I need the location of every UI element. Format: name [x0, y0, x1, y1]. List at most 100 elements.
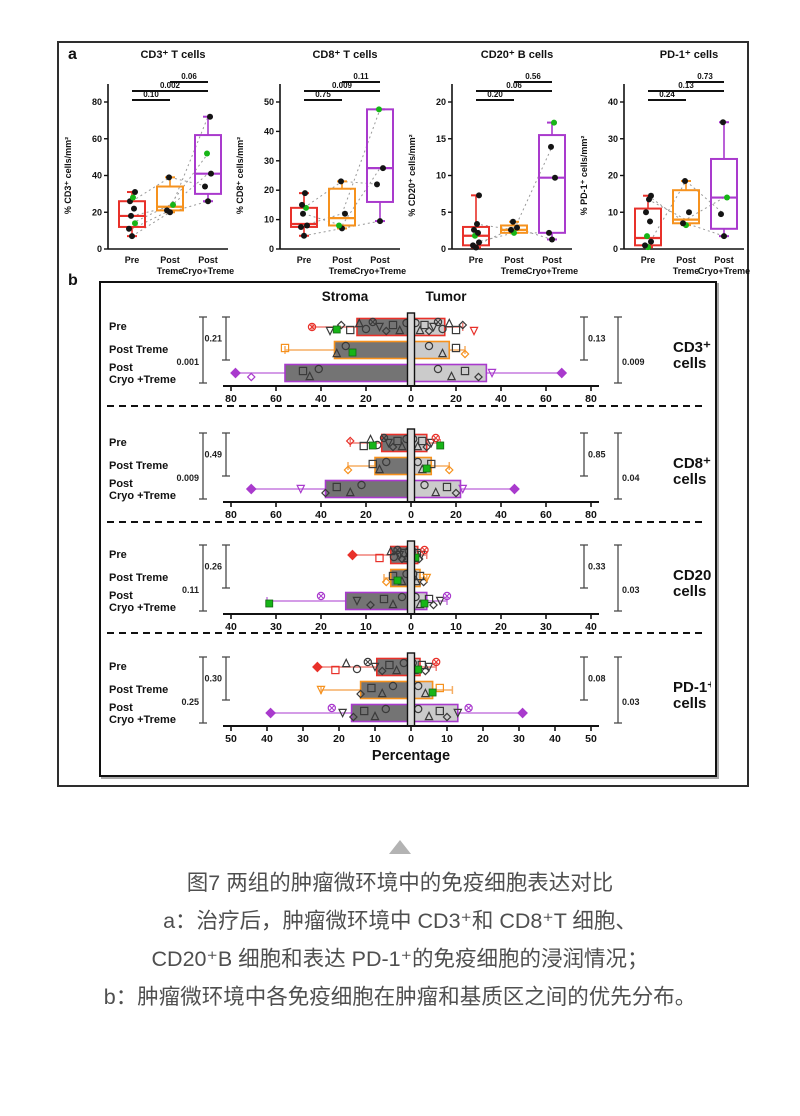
caption-line-2: a：治疗后，肿瘤微环境中 CD3⁺和 CD8⁺T 细胞、 [163, 909, 637, 933]
svg-text:Post: Post [542, 255, 562, 265]
svg-text:10: 10 [369, 733, 381, 745]
svg-text:20: 20 [608, 171, 618, 181]
back-to-top-icon[interactable] [389, 840, 411, 854]
svg-text:PD-1⁺ cells: PD-1⁺ cells [660, 49, 718, 61]
svg-text:Cryo +Treme: Cryo +Treme [109, 714, 176, 726]
svg-text:0.26: 0.26 [204, 562, 222, 572]
panel-b-bars: Stroma Tumor 80 60 40 20 0 20 40 60 80 Pre Post Trem… [101, 283, 720, 776]
svg-text:0.33: 0.33 [588, 562, 606, 572]
svg-text:0.04: 0.04 [622, 473, 640, 483]
svg-text:10: 10 [436, 171, 446, 181]
svg-text:CD20+: CD20+ [673, 567, 711, 584]
panel-a-label: a [68, 46, 77, 63]
figure-caption: 图7 两组的肿瘤微环境中的免疫细胞表达对比 a：治疗后，肿瘤微环境中 CD3⁺和… [0, 864, 800, 1016]
svg-text:0.20: 0.20 [487, 90, 503, 99]
svg-text:Treme: Treme [501, 266, 528, 276]
svg-text:Treme: Treme [673, 266, 700, 276]
panel-b-frame: Stroma Tumor 80 60 40 20 0 20 40 60 80 Pre Post Trem… [99, 281, 720, 777]
svg-text:60: 60 [540, 393, 552, 405]
svg-text:Cryo+Treme: Cryo+Treme [354, 266, 406, 276]
svg-text:0.49: 0.49 [204, 450, 222, 460]
svg-text:Pre: Pre [109, 661, 127, 673]
svg-text:PD-1⁺: PD-1⁺ [673, 679, 711, 696]
svg-text:Post Treme: Post Treme [109, 460, 168, 472]
svg-text:80: 80 [225, 393, 237, 405]
svg-text:Post: Post [109, 478, 133, 490]
svg-text:Cryo+Treme: Cryo+Treme [526, 266, 578, 276]
svg-text:40: 40 [315, 509, 327, 521]
svg-text:Post: Post [109, 702, 133, 714]
svg-text:40: 40 [549, 733, 561, 745]
svg-text:60: 60 [270, 393, 282, 405]
svg-text:0.002: 0.002 [160, 81, 181, 90]
svg-text:cells: cells [673, 583, 706, 600]
boxplot-3: 0 5 10 15 20 % CD20⁺ cells/mm² CD20⁺ B cells Pr… [407, 49, 578, 276]
svg-text:0.009: 0.009 [332, 81, 353, 90]
svg-text:% CD20⁺ cells/mm²: % CD20⁺ cells/mm² [407, 134, 417, 216]
svg-text:CD3⁺: CD3⁺ [673, 339, 711, 356]
svg-text:0.11: 0.11 [353, 72, 369, 81]
svg-text:Stroma: Stroma [322, 289, 369, 304]
boxplot-2: 0 10 20 30 40 50 % CD8⁺ cells/mm² CD8⁺ T cells P… [235, 49, 406, 276]
svg-text:10: 10 [264, 215, 274, 225]
svg-text:Pre: Pre [109, 549, 127, 561]
svg-text:% CD3⁺ cells/mm²: % CD3⁺ cells/mm² [63, 137, 73, 214]
boxplot-1: 0 20 40 60 80 % CD3⁺ cells/mm² CD3⁺ T cells Pre… [63, 49, 234, 276]
svg-text:10: 10 [441, 733, 453, 745]
svg-text:40: 40 [261, 733, 273, 745]
svg-text:15: 15 [436, 134, 446, 144]
svg-text:30: 30 [297, 733, 309, 745]
svg-text:Cryo+Treme: Cryo+Treme [182, 266, 234, 276]
boxplot-4: 0 10 20 30 40 % PD-1⁺ cells/mm² PD-1⁺ cells Pre… [579, 49, 750, 276]
svg-text:0: 0 [408, 733, 414, 745]
svg-text:0.009: 0.009 [176, 473, 199, 483]
svg-text:0: 0 [408, 509, 414, 521]
svg-text:40: 40 [608, 97, 618, 107]
svg-text:40: 40 [495, 509, 507, 521]
svg-text:40: 40 [585, 621, 597, 633]
svg-text:50: 50 [225, 733, 237, 745]
caption-line-1: 图7 两组的肿瘤微环境中的免疫细胞表达对比 [186, 871, 614, 895]
svg-text:20: 20 [315, 621, 327, 633]
svg-text:40: 40 [495, 393, 507, 405]
svg-text:Post: Post [198, 255, 218, 265]
svg-text:0.73: 0.73 [697, 72, 713, 81]
svg-text:80: 80 [92, 97, 102, 107]
svg-text:20: 20 [360, 509, 372, 521]
svg-text:Post: Post [109, 362, 133, 374]
svg-text:Cryo +Treme: Cryo +Treme [109, 602, 176, 614]
svg-text:Percentage: Percentage [372, 748, 450, 764]
svg-text:0.56: 0.56 [525, 72, 541, 81]
svg-text:50: 50 [264, 97, 274, 107]
svg-text:0: 0 [441, 244, 446, 254]
caption-line-3: CD20⁺B 细胞和表达 PD-1⁺的免疫细胞的浸润情况； [151, 947, 649, 971]
svg-text:40: 40 [315, 393, 327, 405]
svg-text:0.24: 0.24 [659, 90, 675, 99]
svg-text:30: 30 [270, 621, 282, 633]
svg-text:20: 20 [436, 97, 446, 107]
svg-text:% PD-1⁺ cells/mm²: % PD-1⁺ cells/mm² [579, 136, 589, 216]
svg-text:0.85: 0.85 [588, 450, 606, 460]
svg-text:CD8⁺ T cells: CD8⁺ T cells [312, 49, 377, 61]
svg-text:10: 10 [450, 621, 462, 633]
svg-text:Tumor: Tumor [426, 289, 468, 304]
svg-text:cells: cells [673, 355, 706, 372]
svg-text:10: 10 [608, 207, 618, 217]
svg-text:Pre: Pre [109, 437, 127, 449]
svg-text:Post Treme: Post Treme [109, 684, 168, 696]
svg-text:20: 20 [360, 393, 372, 405]
svg-text:0.10: 0.10 [143, 90, 159, 99]
svg-text:30: 30 [540, 621, 552, 633]
svg-text:Post: Post [160, 255, 180, 265]
svg-text:0.06: 0.06 [506, 81, 522, 90]
svg-text:80: 80 [225, 509, 237, 521]
svg-text:20: 20 [450, 393, 462, 405]
svg-text:0.21: 0.21 [204, 334, 222, 344]
caption-line-4: b：肿瘤微环境中各免疫细胞在肿瘤和基质区之间的优先分布。 [103, 985, 697, 1009]
svg-text:Post Treme: Post Treme [109, 572, 168, 584]
svg-text:CD3⁺ T cells: CD3⁺ T cells [140, 49, 205, 61]
svg-text:30: 30 [264, 156, 274, 166]
svg-text:Post: Post [370, 255, 390, 265]
svg-text:Cryo+Treme: Cryo+Treme [698, 266, 750, 276]
